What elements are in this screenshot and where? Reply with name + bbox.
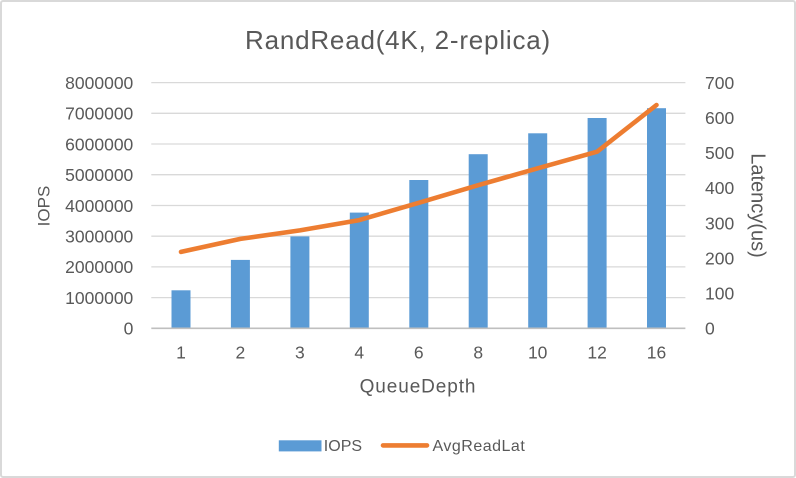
svg-text:600: 600 — [705, 108, 734, 128]
svg-text:IOPS: IOPS — [324, 438, 362, 455]
svg-text:12: 12 — [587, 343, 606, 363]
svg-text:6000000: 6000000 — [65, 134, 133, 154]
svg-text:RandRead(4K, 2-replica): RandRead(4K, 2-replica) — [245, 25, 551, 55]
svg-text:0: 0 — [124, 319, 134, 339]
svg-text:1000000: 1000000 — [65, 288, 133, 308]
svg-text:QueueDepth: QueueDepth — [360, 377, 477, 398]
svg-text:0: 0 — [705, 319, 715, 339]
svg-text:400: 400 — [705, 178, 734, 198]
svg-text:200: 200 — [705, 248, 734, 268]
svg-text:4000000: 4000000 — [65, 196, 133, 216]
svg-text:AvgReadLat: AvgReadLat — [433, 438, 526, 455]
svg-text:3: 3 — [295, 343, 305, 363]
svg-text:10: 10 — [528, 343, 548, 363]
svg-text:8000000: 8000000 — [65, 73, 133, 93]
svg-text:8: 8 — [473, 343, 483, 363]
svg-text:16: 16 — [647, 343, 666, 363]
svg-text:1: 1 — [176, 343, 186, 363]
svg-text:4: 4 — [354, 343, 364, 363]
svg-text:700: 700 — [705, 73, 734, 93]
svg-text:2: 2 — [236, 343, 246, 363]
svg-text:500: 500 — [705, 143, 734, 163]
svg-text:3000000: 3000000 — [65, 227, 133, 247]
svg-text:Latency(us): Latency(us) — [747, 153, 769, 258]
svg-text:100: 100 — [705, 284, 734, 304]
svg-text:6: 6 — [414, 343, 424, 363]
svg-text:7000000: 7000000 — [65, 104, 133, 124]
svg-text:2000000: 2000000 — [65, 257, 133, 277]
svg-text:5000000: 5000000 — [65, 165, 133, 185]
svg-text:IOPS: IOPS — [35, 186, 54, 227]
svg-text:300: 300 — [705, 213, 734, 233]
